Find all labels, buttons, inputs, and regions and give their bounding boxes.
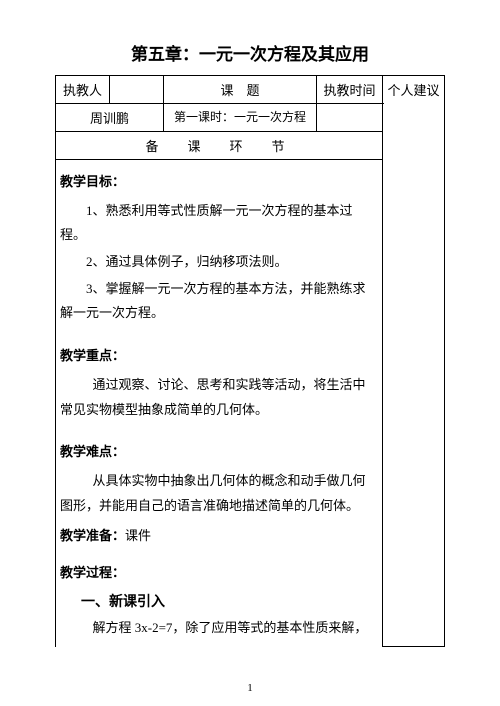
goal-item-2: 2、通过具体例子，归纳移项法则。 (60, 250, 378, 275)
page-number: 1 (247, 682, 253, 694)
teacher-name: 周训鹏 (56, 104, 164, 132)
process-sub1: 一、新课引入 (60, 590, 378, 617)
process-text1: 解方程 3x-2=7，除了应用等式的基本性质来解， (60, 616, 378, 641)
topic-label: 课 题 (164, 76, 317, 104)
prep-line: 教学准备：课件 (60, 524, 378, 549)
header-row-1: 执教人 课 题 执教时间 个人建议 (56, 76, 445, 104)
suggest-column: 个人建议 (383, 76, 445, 647)
time-label: 执教时间 (317, 76, 383, 104)
goal-item-3: 3、掌握解一元一次方程的基本方法，并能熟练求解一元一次方程。 (60, 277, 378, 326)
prep-heading: 教学准备： (60, 528, 125, 543)
goals-heading: 教学目标： (60, 170, 378, 195)
teacher-name-empty (110, 76, 164, 104)
process-heading: 教学过程： (60, 561, 378, 586)
difficulty-text: 从具体实物中抽象出几何体的概念和动手做几何图形，并能用自己的语言准确地描述简单的… (60, 469, 378, 518)
time-value (317, 104, 383, 132)
teacher-label: 执教人 (56, 76, 110, 104)
lesson-plan-table: 执教人 课 题 执教时间 个人建议 周训鹏 第一课时：一元一次方程 备 课 环 … (55, 75, 445, 647)
lesson-title: 第一课时：一元一次方程 (164, 104, 317, 132)
section-header: 备 课 环 节 (56, 132, 383, 160)
focus-heading: 教学重点： (60, 344, 378, 369)
goal-item-1: 1、熟悉利用等式性质解一元一次方程的基本过程。 (60, 199, 378, 248)
prep-text: 课件 (125, 528, 151, 543)
content-cell: 教学目标： 1、熟悉利用等式性质解一元一次方程的基本过程。 2、通过具体例子，归… (56, 160, 383, 647)
difficulty-heading: 教学难点： (60, 440, 378, 465)
chapter-title: 第五章：一元一次方程及其应用 (55, 40, 445, 65)
focus-text: 通过观察、讨论、思考和实践等活动，将生活中常见实物模型抽象成简单的几何体。 (60, 373, 378, 422)
